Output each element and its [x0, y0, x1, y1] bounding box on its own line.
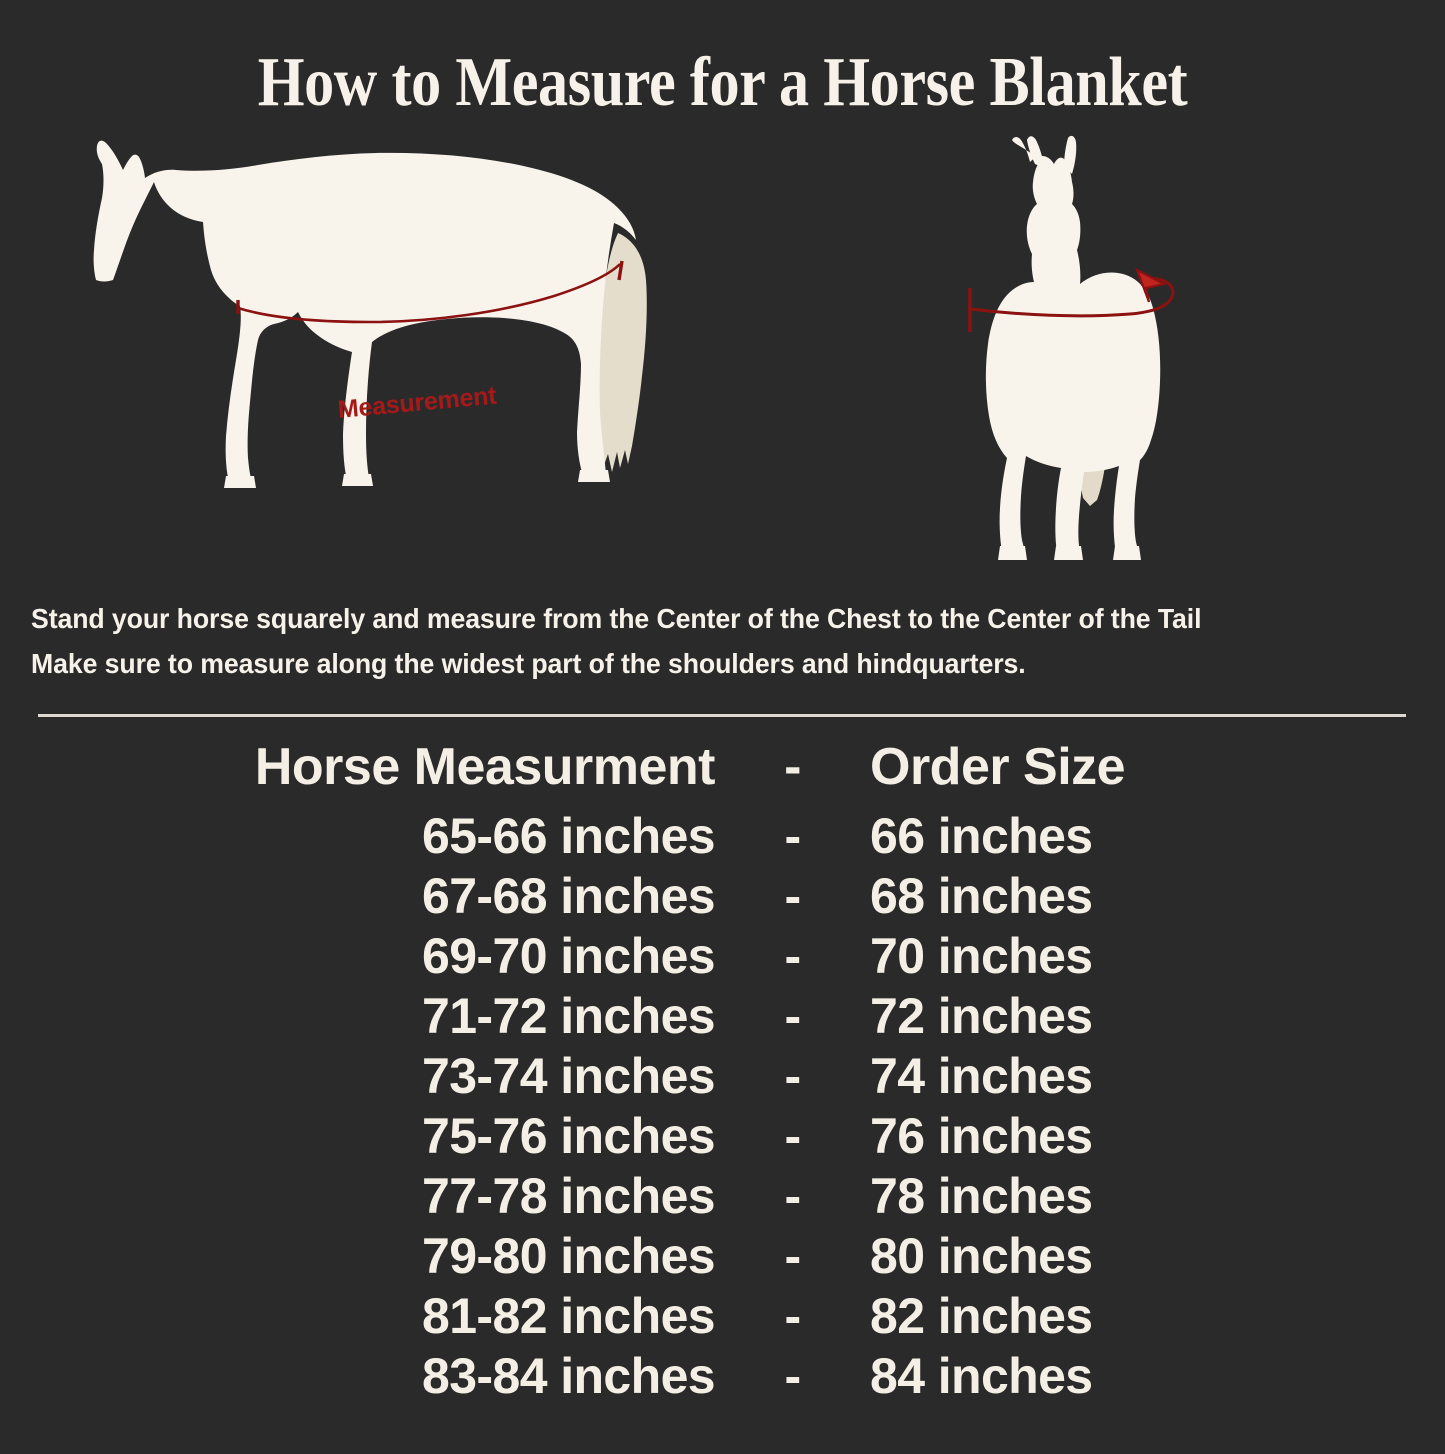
- cell-measurement: 77-78 inches: [422, 1168, 716, 1224]
- horse-body-rear: [985, 137, 1161, 557]
- cell-measurement: 75-76 inches: [422, 1108, 716, 1164]
- cell-dash: -: [784, 1108, 801, 1164]
- horse-hoof-rear-2: [1054, 546, 1083, 560]
- measurement-tick-tail: [617, 260, 624, 281]
- cell-dash: -: [784, 1048, 801, 1104]
- measurement-line-side: [237, 263, 621, 324]
- cell-order-size: 68 inches: [870, 868, 1093, 924]
- cell-measurement: 73-74 inches: [422, 1048, 716, 1104]
- horse-hoof-rear-1: [998, 546, 1027, 560]
- table-header-row: Horse Measurment - Order Size: [0, 728, 1445, 806]
- cell-dash: -: [784, 1228, 801, 1284]
- horse-hoof-rear-3: [1113, 546, 1141, 560]
- cell-order-size: 70 inches: [870, 928, 1093, 984]
- table-row: 81-82 inches - 82 inches: [0, 1286, 1445, 1346]
- table-row: 67-68 inches - 68 inches: [0, 866, 1445, 926]
- table-row: 65-66 inches - 66 inches: [0, 806, 1445, 866]
- horse-hoof-front: [224, 476, 256, 488]
- cell-dash: -: [784, 808, 801, 864]
- size-chart-table: Horse Measurment - Order Size 65-66 inch…: [0, 728, 1445, 1406]
- cell-order-size: 82 inches: [870, 1288, 1093, 1344]
- cell-order-size: 76 inches: [870, 1108, 1093, 1164]
- horse-ear-left-rear: [1027, 136, 1044, 168]
- instructions-line-1: Stand your horse squarely and measure fr…: [31, 603, 1202, 634]
- cell-measurement: 81-82 inches: [422, 1288, 716, 1344]
- table-row: 79-80 inches - 80 inches: [0, 1226, 1445, 1286]
- column-header-measurement: Horse Measurment: [254, 738, 716, 796]
- cell-measurement: 83-84 inches: [422, 1348, 716, 1404]
- section-divider: [38, 714, 1406, 717]
- cell-measurement: 65-66 inches: [422, 808, 716, 864]
- horse-tail-side: [593, 233, 647, 472]
- cell-dash: -: [784, 1348, 801, 1404]
- table-row: 71-72 inches - 72 inches: [0, 986, 1445, 1046]
- table-row: 69-70 inches - 70 inches: [0, 926, 1445, 986]
- column-header-order-size: Order Size: [870, 738, 1126, 796]
- horse-ear-right-rear: [1064, 135, 1077, 174]
- cell-dash: -: [784, 928, 801, 984]
- cell-order-size: 72 inches: [870, 988, 1093, 1044]
- horse-body-side: [93, 140, 637, 484]
- cell-order-size: 80 inches: [870, 1228, 1093, 1284]
- cell-order-size: 74 inches: [870, 1048, 1093, 1104]
- horse-hoof-fore: [342, 474, 373, 486]
- cell-measurement: 69-70 inches: [422, 928, 716, 984]
- table-row: 73-74 inches - 74 inches: [0, 1046, 1445, 1106]
- table-row: 75-76 inches - 76 inches: [0, 1106, 1445, 1166]
- cell-measurement: 71-72 inches: [422, 988, 716, 1044]
- cell-order-size: 84 inches: [870, 1348, 1093, 1404]
- cell-dash: -: [784, 868, 801, 924]
- measurement-arrowhead-rear: [1134, 267, 1168, 303]
- column-header-dash: -: [784, 738, 801, 796]
- cell-measurement: 79-80 inches: [422, 1228, 716, 1284]
- cell-order-size: 66 inches: [870, 808, 1093, 864]
- instructions-text: Stand your horse squarely and measure fr…: [31, 596, 1389, 686]
- table-row: 83-84 inches - 84 inches: [0, 1346, 1445, 1406]
- cell-dash: -: [784, 988, 801, 1044]
- horse-rear-view: [930, 134, 1230, 574]
- cell-dash: -: [784, 1168, 801, 1224]
- page-title: How to Measure for a Horse Blanket: [257, 44, 1188, 121]
- cell-measurement: 67-68 inches: [422, 868, 716, 924]
- cell-order-size: 78 inches: [870, 1168, 1093, 1224]
- horse-hoof-hind: [578, 470, 610, 482]
- illustration-area: Measurement: [0, 128, 1445, 576]
- table-row: 77-78 inches - 78 inches: [0, 1166, 1445, 1226]
- horse-side-view: [62, 128, 682, 576]
- measurement-line-rear: [969, 277, 1175, 318]
- instructions-line-2: Make sure to measure along the widest pa…: [31, 648, 1026, 679]
- cell-dash: -: [784, 1288, 801, 1344]
